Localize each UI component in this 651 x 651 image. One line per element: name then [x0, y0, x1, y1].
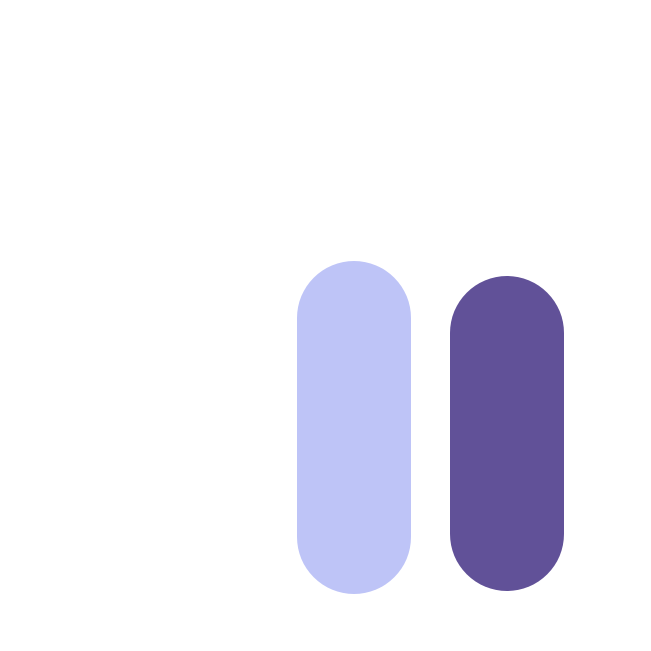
- light-pill: [297, 261, 411, 594]
- dark-pill: [450, 276, 564, 591]
